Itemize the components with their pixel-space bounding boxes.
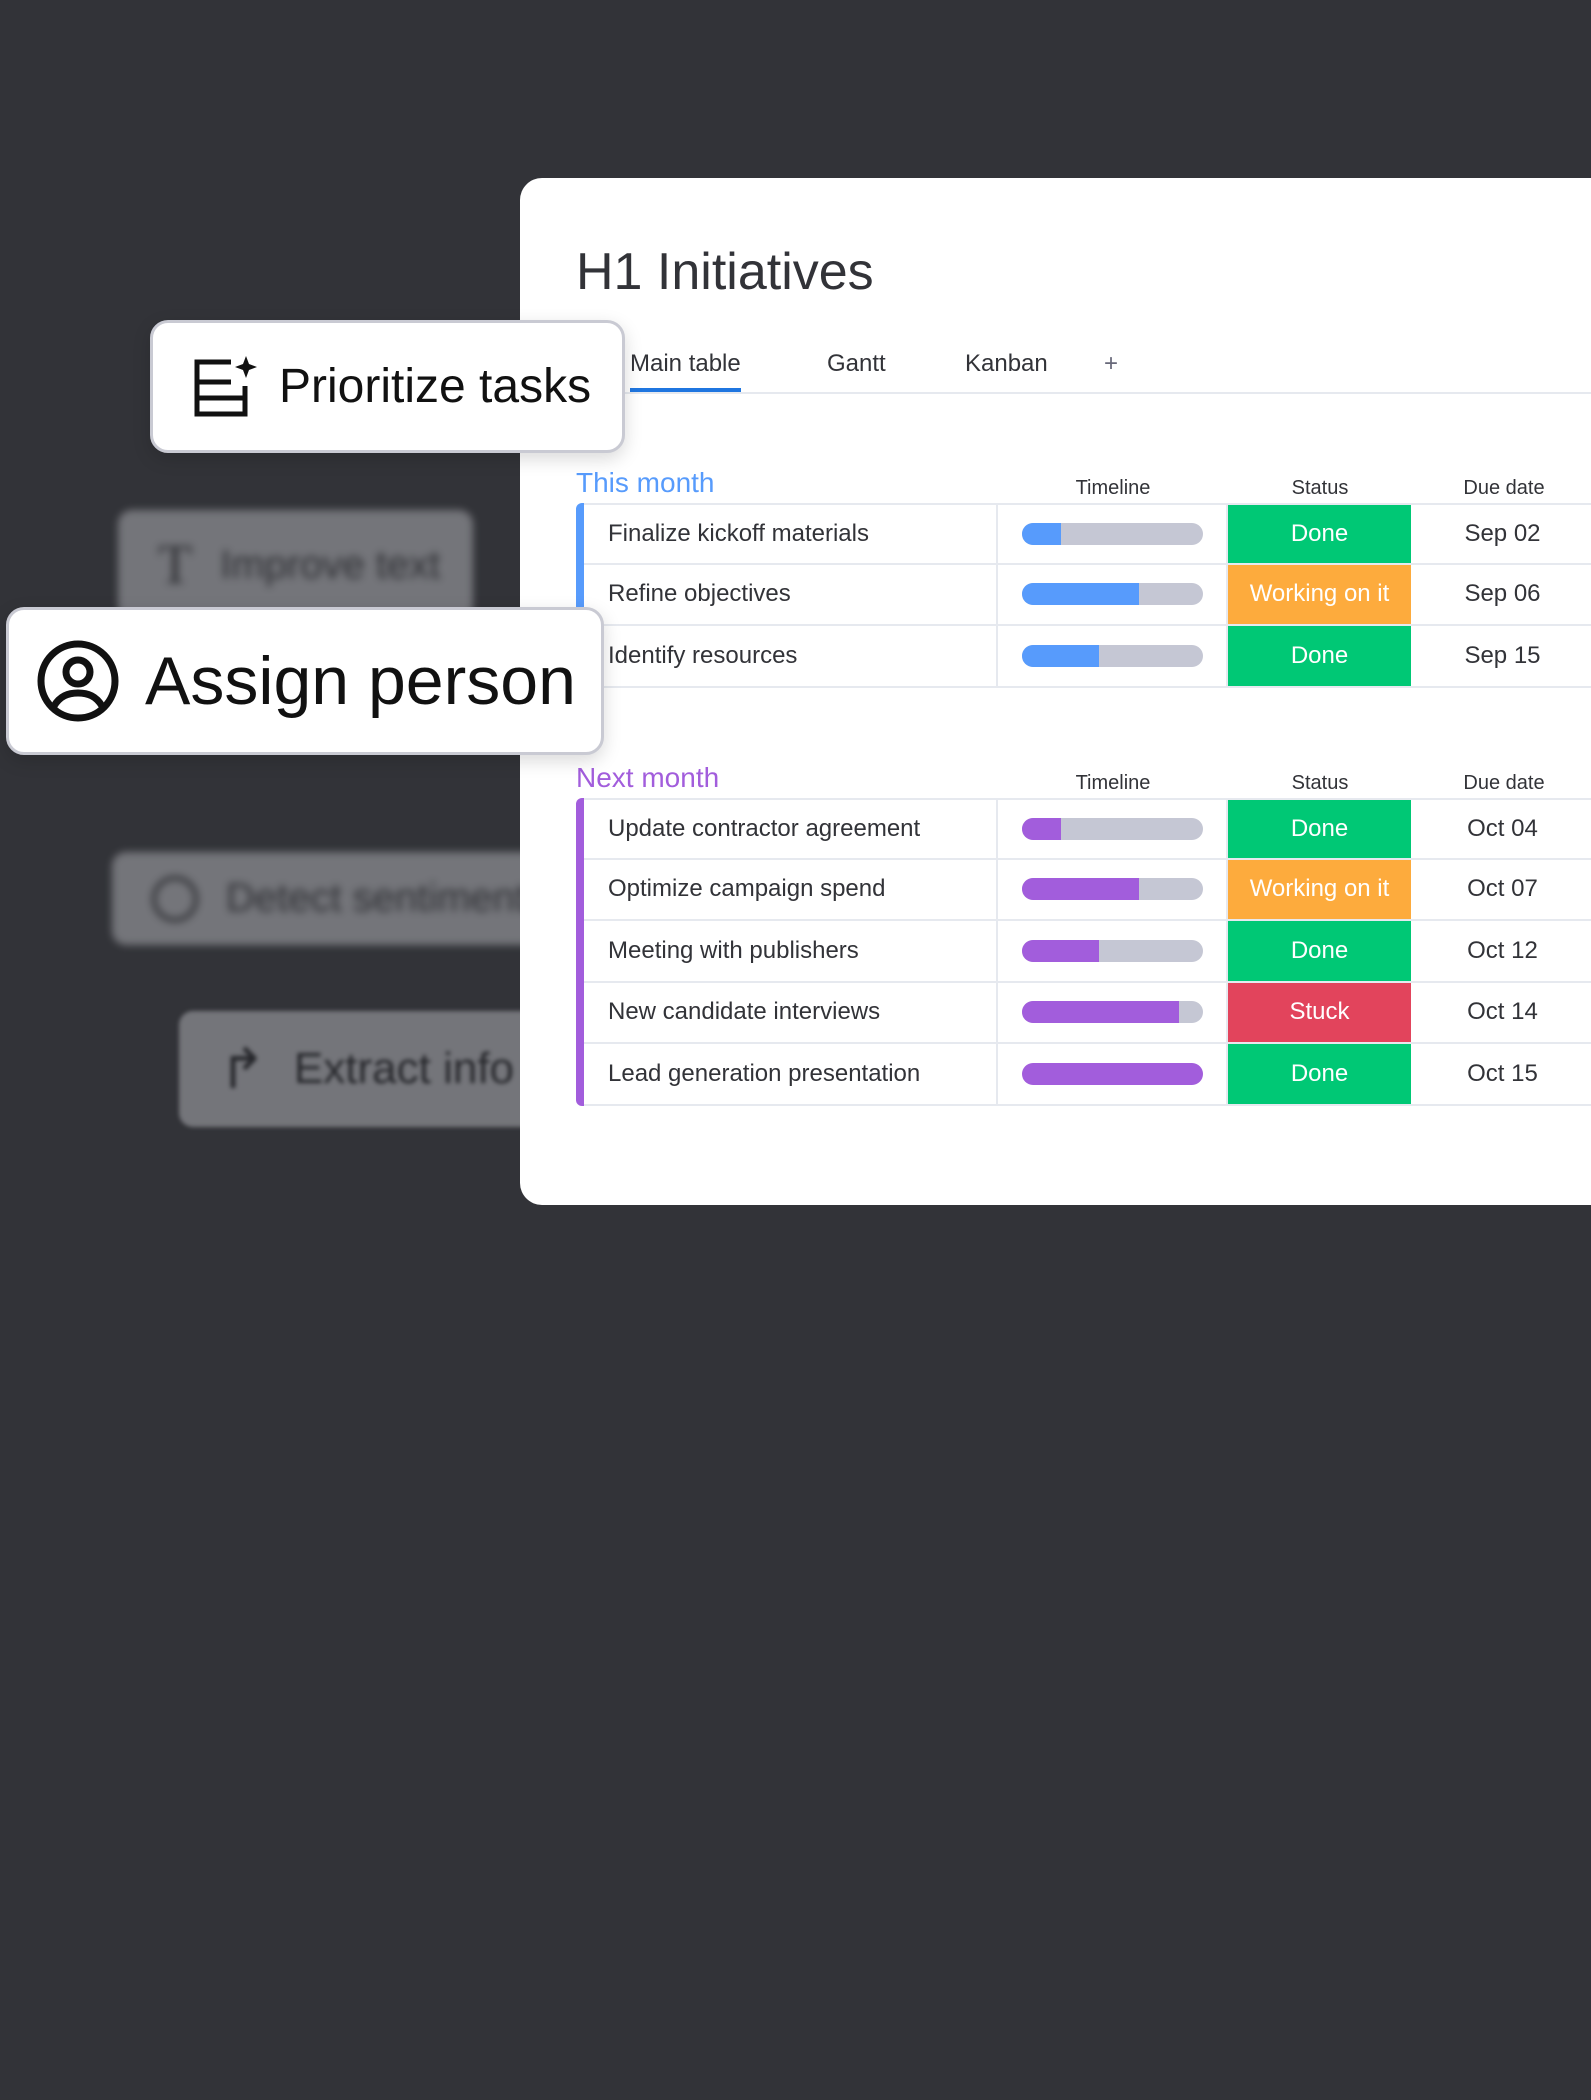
timeline-cell[interactable] bbox=[998, 505, 1228, 563]
task-name[interactable]: Optimize campaign spend bbox=[584, 859, 998, 919]
board-panel: H1 Initiatives Main table Gantt Kanban +… bbox=[520, 178, 1591, 1205]
status-badge[interactable]: Done bbox=[1228, 1044, 1411, 1104]
group-title[interactable]: Next month bbox=[576, 762, 720, 793]
table-sparkle-icon bbox=[194, 355, 257, 416]
timeline-cell[interactable] bbox=[998, 921, 1228, 981]
table-row[interactable]: Update contractor agreement Done Oct 04 bbox=[584, 798, 1591, 860]
table-row[interactable]: Refine objectives Working on it Sep 06 bbox=[584, 564, 1591, 626]
status-badge[interactable]: Done bbox=[1228, 505, 1411, 563]
add-view-button[interactable]: + bbox=[1104, 350, 1119, 377]
timeline-bar bbox=[1021, 583, 1203, 606]
detect-sentiment-action: Detect sentiment bbox=[112, 852, 542, 945]
timeline-cell[interactable] bbox=[998, 1044, 1228, 1104]
prioritize-tasks-card[interactable]: Prioritize tasks bbox=[150, 320, 625, 453]
improve-text-action: T Improve text bbox=[118, 510, 473, 620]
timeline-cell[interactable] bbox=[998, 982, 1228, 1042]
column-header-timeline[interactable]: Timeline bbox=[1075, 772, 1151, 794]
due-date[interactable]: Sep 15 bbox=[1464, 641, 1541, 669]
status-badge[interactable]: Stuck bbox=[1228, 982, 1411, 1042]
task-name[interactable]: Identify resources bbox=[584, 626, 998, 686]
tab-main-table[interactable]: Main table bbox=[630, 350, 741, 392]
task-name[interactable]: Lead generation presentation bbox=[584, 1044, 998, 1104]
status-badge[interactable]: Working on it bbox=[1228, 564, 1411, 624]
task-name[interactable]: Finalize kickoff materials bbox=[584, 505, 998, 563]
person-circle-icon bbox=[37, 640, 119, 722]
column-header-due-date[interactable]: Due date bbox=[1463, 477, 1545, 499]
due-date[interactable]: Sep 02 bbox=[1464, 519, 1541, 547]
timeline-bar bbox=[1021, 817, 1203, 840]
due-date[interactable]: Oct 04 bbox=[1467, 814, 1538, 842]
timeline-fill bbox=[1021, 878, 1140, 901]
timeline-bar bbox=[1021, 939, 1203, 962]
timeline-fill bbox=[1021, 1001, 1179, 1024]
improve-text-label: Improve text bbox=[220, 542, 441, 587]
due-date[interactable]: Oct 15 bbox=[1467, 1059, 1538, 1087]
timeline-fill bbox=[1021, 522, 1062, 545]
table-row[interactable]: Meeting with publishers Done Oct 12 bbox=[584, 921, 1591, 983]
status-badge[interactable]: Done bbox=[1228, 921, 1411, 981]
assign-person-card[interactable]: Assign person bbox=[6, 607, 604, 755]
view-tabs: Main table Gantt Kanban + bbox=[520, 338, 1591, 394]
table-row[interactable]: Lead generation presentation Done Oct 15 bbox=[584, 1044, 1591, 1106]
due-date[interactable]: Oct 14 bbox=[1467, 998, 1538, 1026]
timeline-fill bbox=[1021, 644, 1100, 667]
timeline-bar bbox=[1021, 522, 1203, 545]
timeline-fill bbox=[1021, 817, 1062, 840]
timeline-cell[interactable] bbox=[998, 800, 1228, 858]
group-table: Update contractor agreement Done Oct 04 … bbox=[576, 798, 1591, 1106]
timeline-bar bbox=[1021, 878, 1203, 901]
sentiment-icon bbox=[152, 875, 198, 922]
tab-divider bbox=[576, 392, 1591, 394]
arrow-redo-icon: ↱ bbox=[219, 1037, 266, 1100]
table-row[interactable]: Optimize campaign spend Working on it Oc… bbox=[584, 859, 1591, 921]
task-name[interactable]: Update contractor agreement bbox=[584, 800, 998, 858]
status-badge[interactable]: Done bbox=[1228, 800, 1411, 858]
task-name[interactable]: Meeting with publishers bbox=[584, 921, 998, 981]
table-row[interactable]: New candidate interviews Stuck Oct 14 bbox=[584, 982, 1591, 1044]
due-date[interactable]: Oct 07 bbox=[1467, 875, 1538, 903]
board-title: H1 Initiatives bbox=[576, 243, 874, 301]
due-date[interactable]: Sep 06 bbox=[1464, 580, 1541, 608]
timeline-cell[interactable] bbox=[998, 564, 1228, 624]
column-header-status[interactable]: Status bbox=[1291, 772, 1349, 794]
timeline-cell[interactable] bbox=[998, 626, 1228, 686]
table-row[interactable]: Finalize kickoff materials Done Sep 02 bbox=[584, 503, 1591, 565]
extract-info-label: Extract info bbox=[293, 1044, 515, 1093]
task-name[interactable]: New candidate interviews bbox=[584, 982, 998, 1042]
tab-kanban[interactable]: Kanban bbox=[965, 350, 1048, 377]
group-table: Finalize kickoff materials Done Sep 02 R… bbox=[576, 503, 1591, 688]
timeline-bar bbox=[1021, 644, 1203, 667]
extract-info-action: ↱ Extract info bbox=[179, 1011, 579, 1127]
timeline-fill bbox=[1021, 1062, 1203, 1085]
task-name[interactable]: Refine objectives bbox=[584, 564, 998, 624]
text-icon: T bbox=[158, 534, 193, 596]
timeline-fill bbox=[1021, 939, 1100, 962]
due-date[interactable]: Oct 12 bbox=[1467, 936, 1538, 964]
group-title[interactable]: This month bbox=[576, 467, 715, 498]
assign-person-label: Assign person bbox=[145, 643, 576, 719]
timeline-fill bbox=[1021, 583, 1140, 606]
timeline-bar bbox=[1021, 1001, 1203, 1024]
detect-sentiment-label: Detect sentiment bbox=[226, 876, 527, 920]
timeline-cell[interactable] bbox=[998, 859, 1228, 919]
tab-gantt[interactable]: Gantt bbox=[827, 350, 886, 377]
column-header-status[interactable]: Status bbox=[1291, 477, 1349, 499]
timeline-bar bbox=[1021, 1062, 1203, 1085]
column-header-due-date[interactable]: Due date bbox=[1463, 772, 1545, 794]
table-row[interactable]: Identify resources Done Sep 15 bbox=[584, 626, 1591, 688]
prioritize-tasks-label: Prioritize tasks bbox=[279, 360, 592, 413]
status-badge[interactable]: Done bbox=[1228, 626, 1411, 686]
status-badge[interactable]: Working on it bbox=[1228, 859, 1411, 919]
column-header-timeline[interactable]: Timeline bbox=[1075, 477, 1151, 499]
